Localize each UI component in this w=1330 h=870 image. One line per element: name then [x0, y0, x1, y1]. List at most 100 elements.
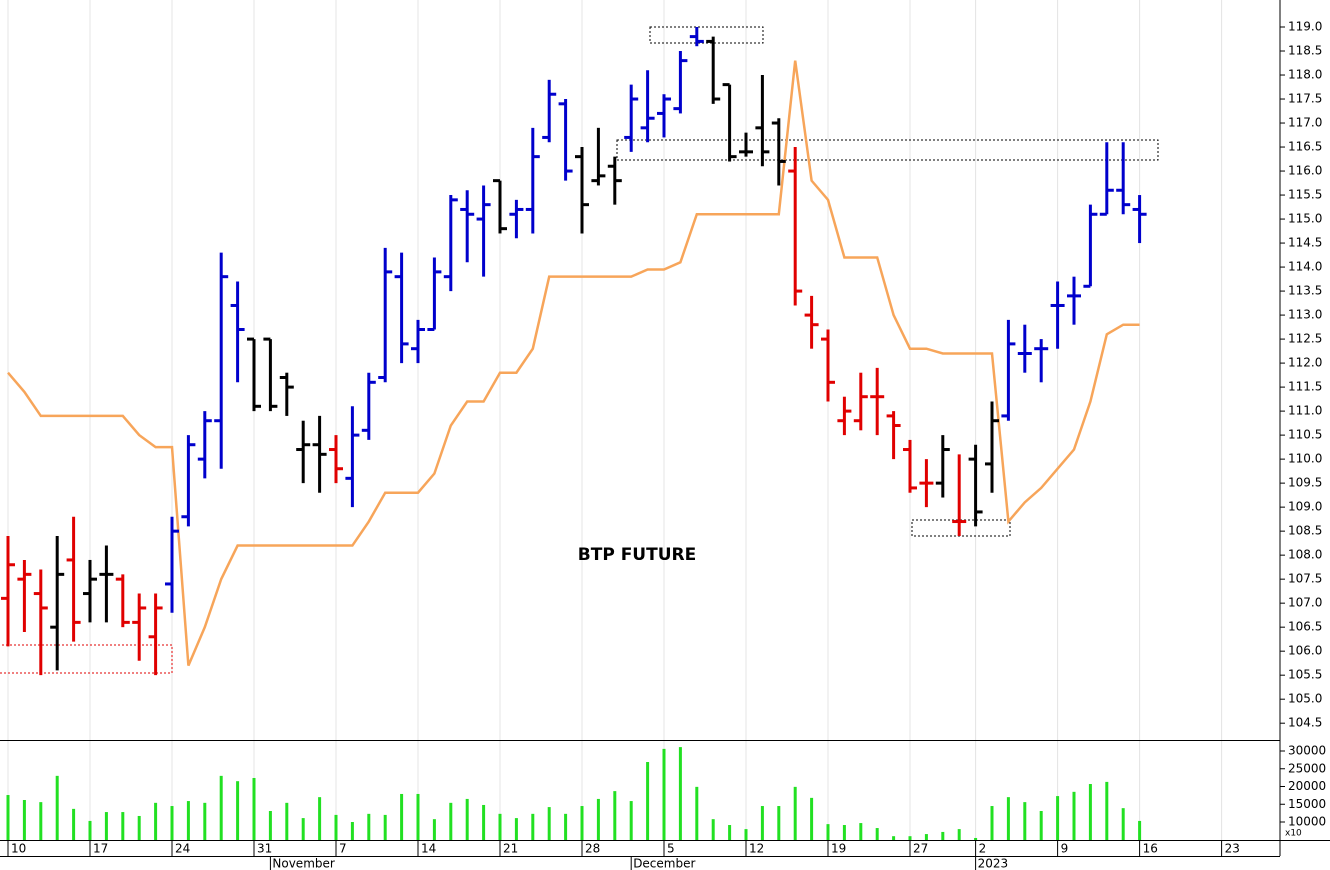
volume-bar [72, 808, 76, 840]
y-tick-label: 112.5 [1288, 332, 1322, 346]
y-tick-label: 108.0 [1288, 548, 1322, 562]
month-label: 2023 [978, 857, 1009, 870]
volume-bar [383, 814, 387, 840]
volume-bar [711, 819, 715, 840]
x-tick-label: 27 [913, 842, 928, 856]
y-tick-label: 118.0 [1288, 68, 1322, 82]
y-tick-label: 118.5 [1288, 44, 1322, 58]
y-tick-label: 107.0 [1288, 596, 1322, 610]
x-tick-label: 12 [749, 842, 764, 856]
volume-tick-label: 15000 [1288, 797, 1326, 811]
volume-bar [154, 802, 158, 840]
volume-bar [285, 802, 289, 840]
volume-bar [39, 802, 43, 840]
volume-bar [121, 812, 125, 840]
volume-bar [252, 777, 256, 840]
volume-bar [465, 798, 469, 840]
volume-bar [236, 781, 240, 840]
y-tick-label: 107.5 [1288, 572, 1322, 586]
volume-bar [55, 775, 59, 840]
volume-bar [678, 747, 682, 840]
y-tick-label: 114.0 [1288, 260, 1322, 274]
volume-bar [219, 775, 223, 840]
volume-bar [104, 812, 108, 840]
y-tick-label: 108.5 [1288, 524, 1322, 538]
y-tick-label: 112.0 [1288, 356, 1322, 370]
y-tick-label: 117.0 [1288, 116, 1322, 130]
y-tick-label: 115.0 [1288, 212, 1322, 226]
volume-bar [301, 818, 305, 840]
y-tick-label: 116.5 [1288, 140, 1322, 154]
volume-bar [564, 813, 568, 840]
x-tick-label: 5 [667, 842, 675, 856]
y-tick-label: 113.5 [1288, 284, 1322, 298]
volume-bar [892, 836, 896, 840]
x-tick-label: 23 [1225, 842, 1240, 856]
y-tick-label: 113.0 [1288, 308, 1322, 322]
volume-bar [990, 806, 994, 840]
y-tick-label: 110.5 [1288, 428, 1322, 442]
volume-bar [432, 819, 436, 840]
volume-bar [88, 820, 92, 840]
volume-bar [203, 802, 207, 840]
volume-bar [810, 797, 814, 840]
y-tick-label: 111.0 [1288, 404, 1322, 418]
volume-bar [777, 806, 781, 840]
volume-bar [170, 806, 174, 840]
month-label: November [272, 857, 334, 870]
volume-bar [662, 748, 666, 840]
y-tick-label: 106.5 [1288, 620, 1322, 634]
volume-bar [580, 806, 584, 840]
volume-bar [1088, 784, 1092, 840]
volume-bar [416, 793, 420, 840]
x-tick-label: 24 [175, 842, 190, 856]
x-tick-label: 21 [503, 842, 518, 856]
volume-bar [22, 799, 26, 840]
volume-bar [826, 824, 830, 840]
annotation-box [0, 644, 173, 674]
y-tick-label: 114.5 [1288, 236, 1322, 250]
month-label: December [633, 857, 695, 870]
y-tick-label: 119.0 [1288, 20, 1322, 34]
y-tick-label: 104.5 [1288, 716, 1322, 730]
volume-tick-label: 20000 [1288, 779, 1326, 793]
x-tick-label: 9 [1061, 842, 1069, 856]
volume-bar [793, 786, 797, 840]
y-tick-label: 109.5 [1288, 476, 1322, 490]
x-tick-label: 28 [585, 842, 600, 856]
volume-bar [1006, 797, 1010, 840]
y-tick-label: 116.0 [1288, 164, 1322, 178]
x-tick-label: 19 [831, 842, 846, 856]
volume-bar [268, 810, 272, 840]
volume-bar [760, 806, 764, 840]
y-tick-label: 111.5 [1288, 380, 1322, 394]
y-tick-label: 105.0 [1288, 692, 1322, 706]
plot [1, 27, 1147, 840]
x-tick-label: 16 [1143, 842, 1158, 856]
x-tick-label: 2 [979, 842, 987, 856]
y-tick-label: 105.5 [1288, 668, 1322, 682]
volume-bar [842, 825, 846, 840]
volume-bar [859, 823, 863, 840]
volume-bar [908, 836, 912, 840]
volume-bar [1039, 810, 1043, 840]
volume-bar [482, 804, 486, 840]
x-tick-label: 10 [11, 842, 26, 856]
volume-bar [744, 829, 748, 840]
volume-bar [974, 837, 978, 840]
volume-bar [1023, 802, 1027, 840]
volume-bar [367, 813, 371, 840]
chart-title: BTP FUTURE [578, 545, 696, 565]
volume-bar [137, 815, 141, 840]
volume-bar [941, 831, 945, 840]
volume-tick-label: 10000 [1288, 815, 1326, 829]
annotation-box [616, 139, 1159, 161]
indicator-line [7, 60, 1140, 667]
volume-bar [875, 828, 879, 840]
volume-bar [514, 818, 518, 840]
volume-bar [1072, 791, 1076, 840]
x-tick-label: 7 [339, 842, 347, 856]
volume-bar [613, 791, 617, 840]
y-tick-label: 109.0 [1288, 500, 1322, 514]
